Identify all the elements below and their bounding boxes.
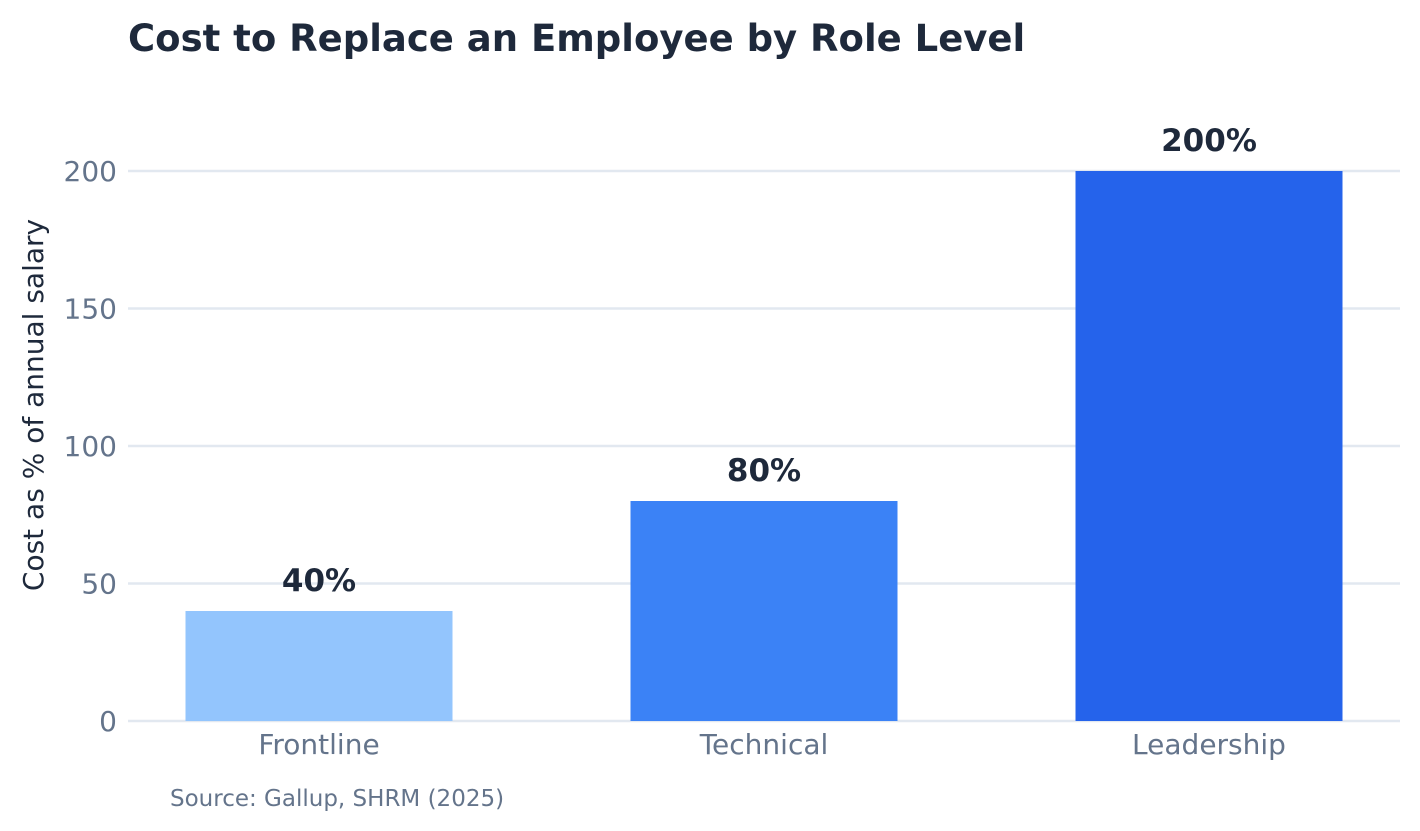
y-tick-label: 200: [64, 155, 117, 188]
bars: 40% 80% 200%: [185, 123, 1343, 721]
data-label: 200%: [1161, 123, 1257, 159]
source-note: Source: Gallup, SHRM (2025): [170, 786, 504, 812]
y-tick-label: 0: [99, 705, 117, 738]
x-tick-label: Leadership: [1132, 728, 1286, 761]
y-tick-label: 50: [81, 568, 117, 601]
chart-title: Cost to Replace an Employee by Role Leve…: [128, 17, 1025, 60]
y-tick-label: 150: [64, 293, 117, 326]
x-tick-label: Frontline: [258, 728, 379, 761]
bar-technical: [630, 501, 898, 721]
bar-leadership: [1075, 171, 1343, 721]
y-axis-label: Cost as % of annual salary: [17, 219, 50, 591]
bar-frontline: [185, 611, 453, 721]
x-tick-label: Technical: [699, 728, 829, 761]
y-tick-label: 100: [64, 430, 117, 463]
y-axis-ticks: 0 50 100 150 200: [64, 155, 117, 738]
data-label: 80%: [727, 453, 801, 489]
x-axis-ticks: Frontline Technical Leadership: [258, 728, 1286, 761]
data-label: 40%: [282, 563, 356, 599]
